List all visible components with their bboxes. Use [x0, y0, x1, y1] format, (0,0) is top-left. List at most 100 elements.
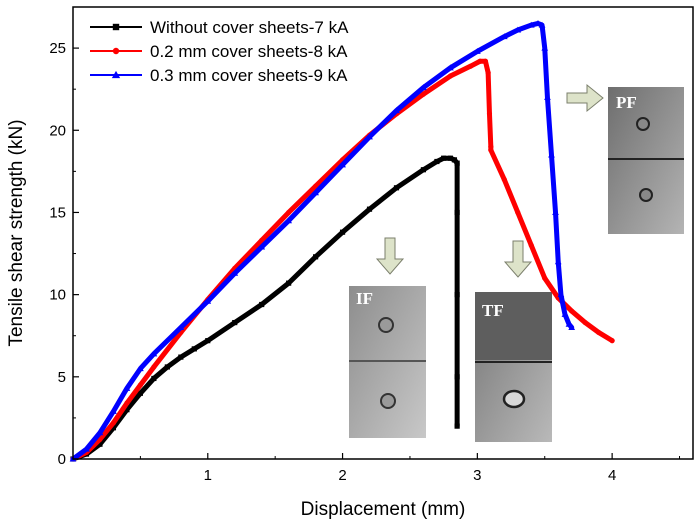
- inset-pf-nugget-top: [636, 117, 650, 131]
- data-point-2-21: [527, 21, 535, 28]
- data-point-2-30: [561, 310, 569, 317]
- data-point-1-16: [420, 91, 427, 97]
- inset-tf: TF: [475, 292, 552, 442]
- data-point-1-24: [488, 147, 494, 153]
- data-point-2-20: [514, 26, 522, 33]
- legend-marker-0: [112, 23, 120, 31]
- data-point-0-6: [151, 375, 157, 382]
- data-point-0-23: [454, 160, 460, 166]
- inset-if-nugget-top: [378, 317, 394, 333]
- data-point-0-25: [454, 292, 460, 298]
- data-point-2-7: [177, 324, 185, 331]
- data-point-2-17: [447, 64, 454, 71]
- ticks-layer: 1 2 3 4 0 5 10 15 20 25: [49, 40, 681, 484]
- inset-pf-photo: [608, 87, 684, 234]
- data-point-1-11: [286, 209, 292, 216]
- data-point-1-10: [259, 237, 265, 243]
- plot-frame: [72, 6, 694, 460]
- y-axis-title: Tensile shear strength (kN): [6, 119, 27, 346]
- data-point-0-4: [124, 407, 130, 413]
- series-line-1: [70, 58, 615, 462]
- inset-if-label: IF: [356, 289, 373, 308]
- data-point-2-14: [366, 133, 373, 140]
- data-point-0-10: [205, 338, 211, 344]
- data-point-0-3: [110, 425, 117, 431]
- data-point-0-8: [178, 354, 184, 360]
- data-point-0-27: [454, 423, 460, 429]
- data-point-1-5: [137, 382, 143, 388]
- data-point-2-15: [393, 107, 400, 114]
- data-point-2-8: [204, 297, 212, 304]
- data-point-2-9: [231, 269, 239, 276]
- data-point-0-26: [454, 374, 460, 380]
- data-point-1-28: [542, 275, 548, 281]
- data-point-1-26: [515, 209, 521, 216]
- legend-entry-1: 0.2 mm cover sheets-8 kA: [90, 42, 348, 61]
- data-point-2-6: [150, 350, 158, 357]
- data-point-2-28: [554, 258, 562, 265]
- y-tick-label-3: 15: [49, 204, 66, 221]
- x-tick-label-2: 3: [473, 467, 481, 484]
- series-layer: [69, 20, 615, 462]
- x-tick-label-3: 4: [608, 467, 616, 484]
- data-point-2-2: [96, 429, 104, 436]
- data-point-0-2: [97, 441, 103, 447]
- data-point-1-20: [482, 58, 489, 64]
- data-point-2-31: [565, 320, 573, 327]
- data-point-0-5: [137, 390, 143, 396]
- data-point-2-10: [258, 243, 266, 250]
- data-point-1-25: [501, 176, 507, 183]
- data-point-0-18: [420, 167, 427, 173]
- data-point-0-11: [232, 319, 238, 326]
- data-point-1-17: [447, 73, 453, 79]
- data-point-2-3: [110, 407, 117, 414]
- y-tick-label-5: 25: [49, 40, 66, 57]
- arrow-tf: [503, 240, 533, 278]
- inset-pf-label: PF: [616, 93, 637, 112]
- legend-label-1: 0.2 mm cover sheets-8 kA: [150, 42, 348, 61]
- arrow-pf: [566, 83, 604, 113]
- legend-label-0: Without cover sheets-7 kA: [150, 18, 349, 37]
- data-point-1-12: [313, 183, 319, 189]
- data-point-2-29: [557, 291, 565, 298]
- data-point-1-30: [569, 308, 575, 314]
- x-tick-label-1: 2: [338, 467, 346, 484]
- data-point-0-17: [393, 185, 400, 191]
- data-point-0-9: [191, 346, 197, 352]
- data-point-2-13: [339, 161, 346, 168]
- inset-pf-nugget-bottom: [639, 188, 653, 202]
- data-point-2-16: [420, 84, 427, 91]
- data-point-2-19: [500, 33, 508, 40]
- legend-marker-2: [111, 70, 121, 79]
- data-point-2-24: [541, 44, 549, 51]
- data-point-1-21: [485, 70, 491, 76]
- data-point-0-20: [441, 155, 447, 161]
- data-point-0-22: [451, 157, 458, 163]
- data-point-2-23: [538, 21, 546, 28]
- x-tick-label-0: 1: [204, 467, 212, 484]
- data-point-2-1: [83, 445, 90, 452]
- data-point-1-18: [468, 63, 474, 69]
- inset-if-nugget-bottom: [380, 393, 396, 409]
- data-point-1-31: [582, 319, 588, 326]
- legend-entry-0: Without cover sheets-7 kA: [90, 18, 349, 37]
- legend-marker-1: [112, 47, 120, 55]
- data-point-0-16: [366, 206, 373, 212]
- data-point-1-32: [596, 329, 602, 336]
- data-point-0-12: [259, 301, 265, 308]
- y-tick-label-1: 5: [58, 369, 66, 386]
- y-tick-label-2: 10: [49, 287, 66, 304]
- data-point-2-25: [544, 94, 551, 100]
- data-point-2-5: [137, 365, 144, 372]
- data-point-1-33: [609, 338, 615, 344]
- data-point-0-13: [286, 280, 292, 286]
- data-point-0-19: [434, 158, 440, 165]
- inset-tf-nugget: [502, 389, 526, 409]
- arrow-if: [375, 237, 405, 275]
- legend-label-2: 0.3 mm cover sheets-9 kA: [150, 66, 348, 85]
- data-point-2-12: [312, 189, 319, 196]
- data-point-2-27: [552, 209, 559, 215]
- data-point-2-11: [285, 217, 293, 224]
- y-tick-label-0: 0: [58, 451, 66, 468]
